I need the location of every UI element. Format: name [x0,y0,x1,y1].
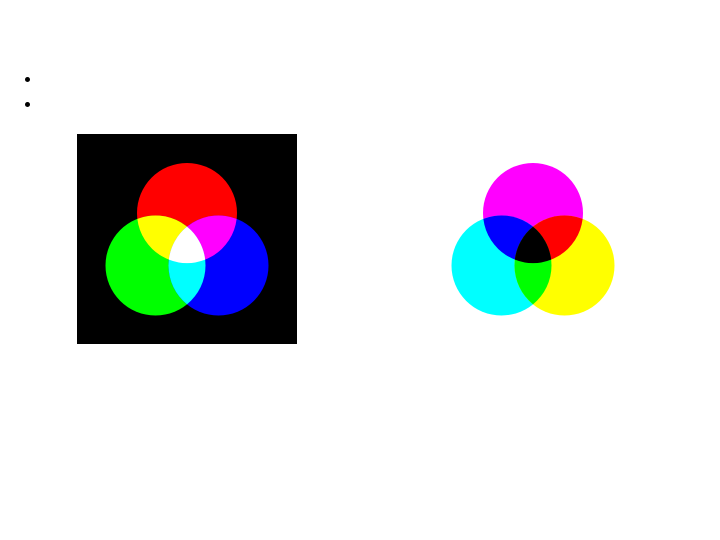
bullet-item [42,93,696,114]
additive-venn [57,124,317,354]
bullet-list [20,68,706,115]
subtractive-venn [403,124,663,354]
slide-title [14,12,706,54]
slide: { "title_line1": "Les couleurs primaires… [0,0,720,540]
additive-panel [14,124,360,370]
diagram-row [14,124,706,370]
bullet-item [42,68,696,89]
subtractive-panel [360,124,706,370]
